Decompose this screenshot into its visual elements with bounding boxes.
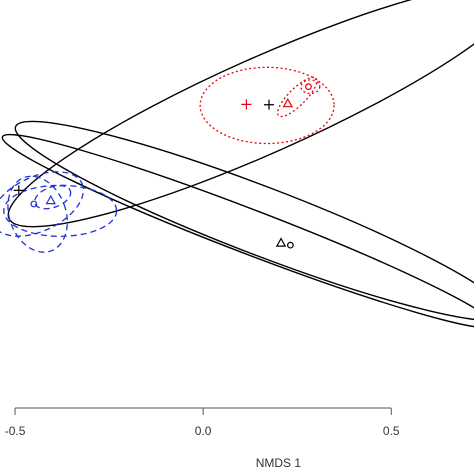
point-plus-series-0-0 — [263, 99, 274, 110]
ellipse-series-0-1 — [14, 120, 474, 322]
point-plus-series-1-0 — [241, 99, 252, 110]
ellipse-series-1-1 — [276, 76, 318, 118]
point-triangle-series-0-2 — [275, 237, 287, 247]
point-triangle-series-2-1 — [45, 194, 57, 205]
x-axis-label: NMDS 1 — [256, 456, 302, 470]
ellipse-series-2-3 — [34, 185, 72, 210]
ellipse-series-1-2 — [300, 79, 321, 95]
x-tick-label: 0.5 — [383, 424, 400, 438]
ellipse-series-0-2 — [1, 133, 474, 329]
ellipse-series-2-2 — [3, 184, 118, 237]
ellipse-series-1-0 — [199, 66, 335, 145]
x-tick-label: -0.5 — [5, 424, 26, 438]
x-axis-ticks: -0.5 0.0 0.5 — [5, 408, 400, 438]
x-tick-label: 0.0 — [195, 424, 212, 438]
ellipse-layer — [0, 0, 474, 329]
point-circle-series-1-2 — [305, 83, 312, 91]
point-circle-series-0-3 — [287, 241, 294, 249]
point-triangle-series-1-1 — [282, 97, 294, 108]
point-plus-series-0-1 — [13, 185, 24, 196]
ellipse-series-2-0 — [0, 171, 85, 237]
ellipse-series-0-0 — [7, 0, 474, 228]
point-layer — [13, 83, 312, 249]
ellipse-series-2-1 — [7, 175, 68, 253]
point-circle-series-2-0 — [30, 200, 38, 208]
